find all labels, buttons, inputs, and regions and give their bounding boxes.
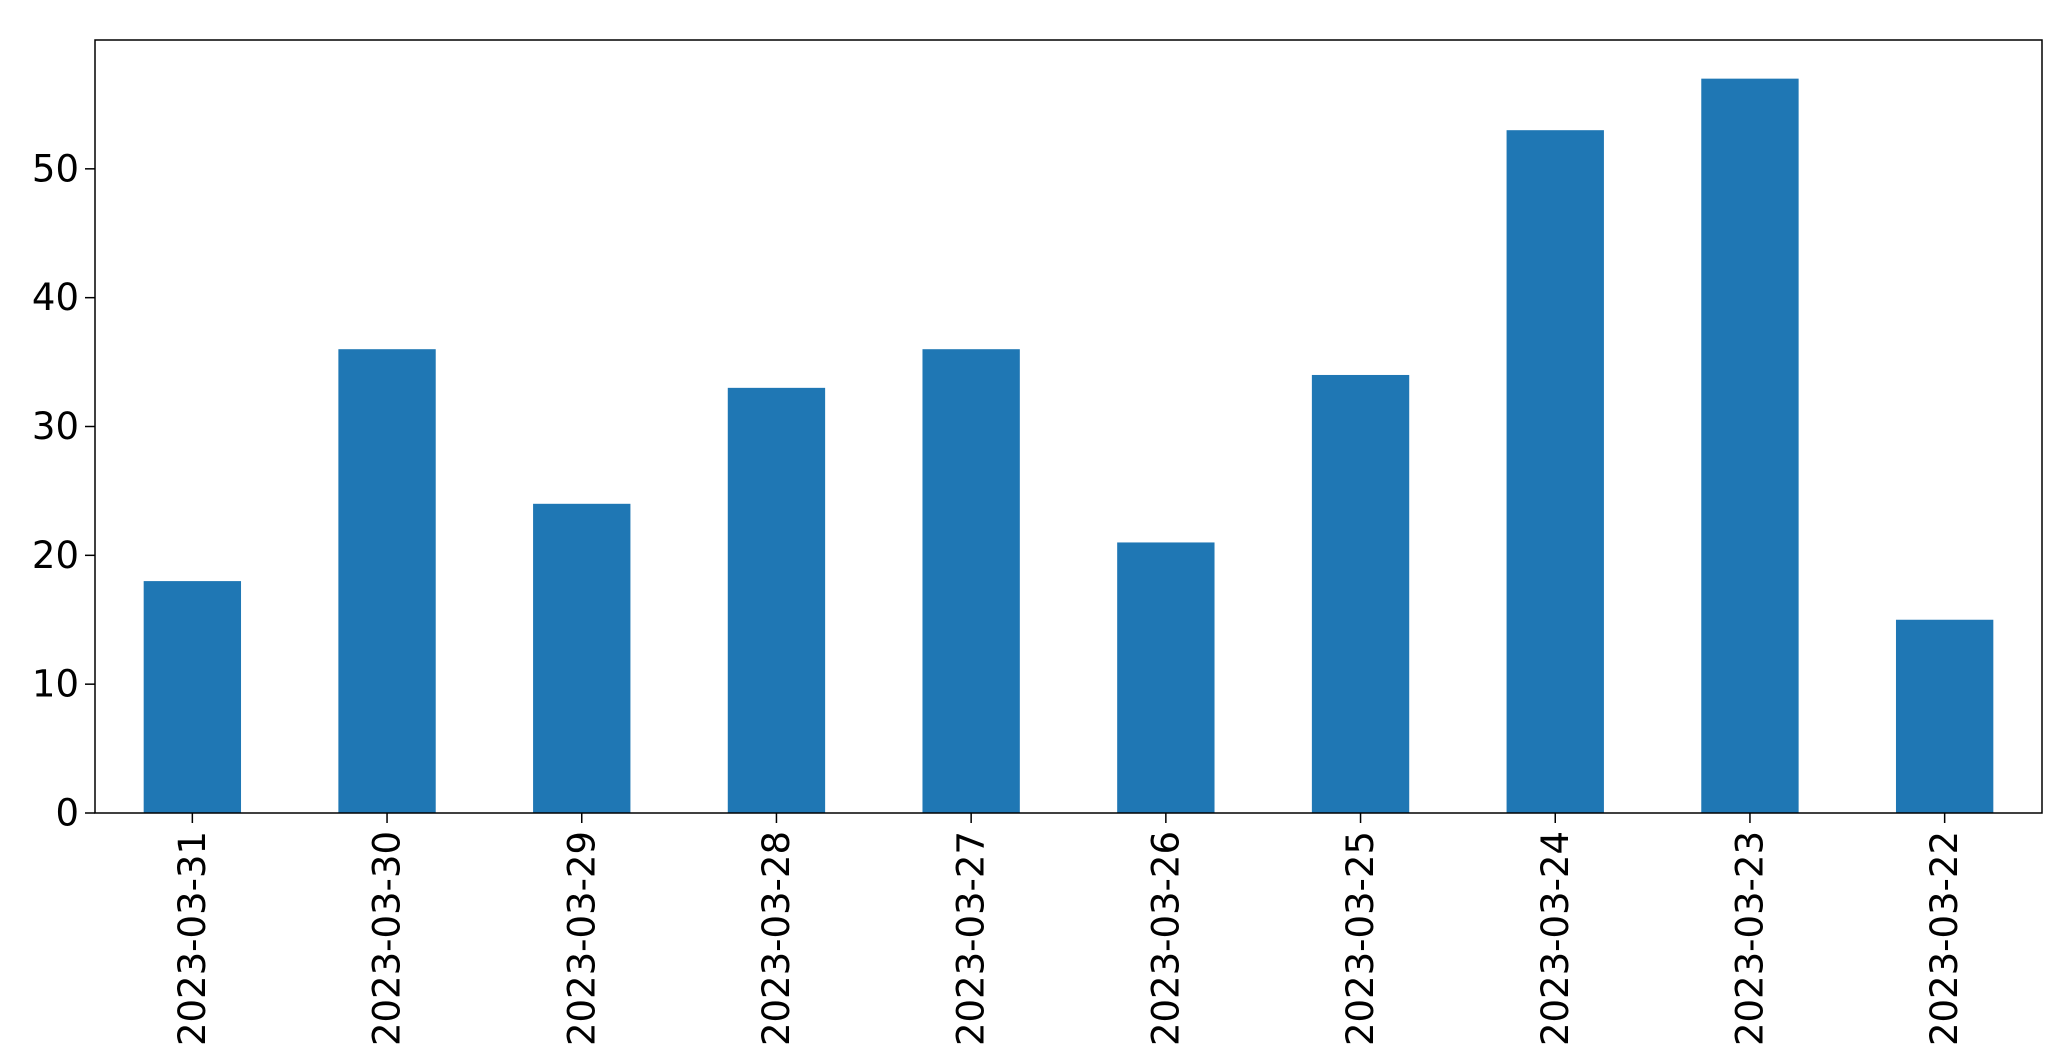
bar-2023-03-23	[1701, 78, 1799, 813]
y-tick-label: 40	[32, 276, 79, 319]
y-tick-label: 20	[32, 534, 79, 577]
x-tick-label: 2023-03-27	[950, 831, 993, 1046]
bar-2023-03-24	[1506, 130, 1604, 813]
x-tick-label: 2023-03-30	[366, 831, 409, 1046]
x-axis: 2023-03-31 2023-03-30 2023-03-29 2023-03-28…	[171, 813, 1966, 1046]
bar-2023-03-30	[338, 349, 436, 813]
bar-2023-03-29	[533, 503, 631, 813]
y-tick-label: 30	[32, 405, 79, 448]
bar-2023-03-27	[922, 349, 1020, 813]
bar-2023-03-25	[1311, 374, 1410, 813]
bar-2023-03-26	[1117, 542, 1215, 813]
bars-layer	[143, 78, 1994, 813]
y-tick-label: 50	[32, 147, 79, 190]
y-tick-label: 0	[55, 792, 79, 835]
y-axis: 0 10 20 30 40 50	[32, 147, 95, 835]
bar-2023-03-22	[1895, 619, 1994, 813]
x-tick-label: 2023-03-24	[1534, 831, 1577, 1046]
bar-2023-03-28	[727, 387, 826, 813]
x-tick-label: 2023-03-28	[755, 831, 798, 1046]
x-tick-label: 2023-03-22	[1923, 831, 1966, 1046]
bar-2023-03-31	[143, 581, 242, 813]
x-tick-label: 2023-03-25	[1339, 831, 1382, 1046]
x-tick-label: 2023-03-31	[171, 831, 214, 1046]
x-tick-label: 2023-03-26	[1144, 831, 1187, 1046]
y-tick-label: 10	[32, 663, 79, 706]
x-tick-label: 2023-03-23	[1728, 831, 1771, 1046]
x-tick-label: 2023-03-29	[560, 831, 603, 1046]
